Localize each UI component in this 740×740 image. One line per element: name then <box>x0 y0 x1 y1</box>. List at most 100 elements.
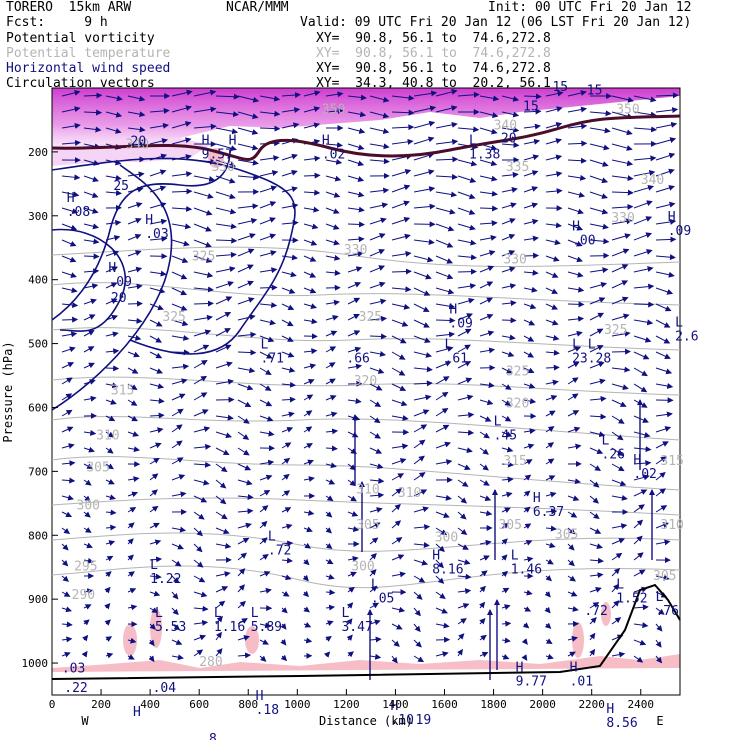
circulation-vector <box>589 543 603 550</box>
circulation-vector <box>281 507 292 513</box>
circulation-vector <box>523 138 541 145</box>
circulation-vector <box>589 207 609 215</box>
theta-label: 320 <box>354 374 377 389</box>
theta-label: 305 <box>86 460 109 475</box>
circulation-vector <box>457 648 463 657</box>
circulation-vector <box>391 606 406 613</box>
y-tick-label: 600 <box>28 401 48 414</box>
circulation-vector <box>149 489 158 497</box>
theta-label: 300 <box>351 559 374 574</box>
circulation-vector <box>259 319 277 326</box>
circulation-vector <box>193 207 213 216</box>
y-tick-label: 700 <box>28 465 48 478</box>
circulation-vector <box>61 443 75 449</box>
extremum-value: .00 <box>572 234 595 249</box>
circulation-vector <box>127 554 134 561</box>
circulation-vector <box>567 511 578 518</box>
circulation-vector <box>281 607 288 614</box>
circulation-vector <box>589 602 600 609</box>
circulation-vector <box>237 217 258 225</box>
circulation-vector <box>149 287 166 294</box>
circulation-vector <box>105 174 122 181</box>
circulation-vector <box>501 554 508 561</box>
circulation-vector <box>523 506 531 513</box>
circulation-vector <box>215 143 237 152</box>
x-tick-label: 0 <box>49 698 56 711</box>
circulation-vector <box>61 477 76 484</box>
circulation-vector <box>149 153 168 161</box>
circulation-vector <box>435 622 450 629</box>
theta-label: 330 <box>503 253 526 268</box>
circulation-vector <box>193 392 208 401</box>
circulation-vector <box>193 605 209 612</box>
circulation-vector <box>457 297 475 305</box>
circulation-vector <box>237 522 252 529</box>
circulation-vector <box>611 143 633 151</box>
circulation-vector <box>215 463 228 473</box>
circulation-vector <box>435 303 456 310</box>
circulation-vector <box>545 349 560 356</box>
circulation-vector <box>479 651 489 658</box>
circulation-vector <box>435 651 449 658</box>
circulation-vector <box>611 600 620 609</box>
circulation-vector <box>105 235 121 241</box>
extremum-value: .09 <box>449 317 472 332</box>
circulation-vector <box>655 335 671 344</box>
circulation-vector <box>215 296 233 305</box>
circulation-vector <box>523 286 538 293</box>
circulation-vector <box>171 440 183 449</box>
circulation-vector <box>193 426 211 433</box>
circulation-vector <box>259 430 275 437</box>
circulation-vector <box>369 333 388 340</box>
circulation-vector <box>215 542 232 549</box>
circulation-vector <box>83 542 93 549</box>
circulation-vector <box>435 223 455 232</box>
circulation-vector <box>501 266 516 273</box>
circulation-vector <box>259 217 276 225</box>
circulation-vector <box>83 298 97 305</box>
circulation-vector <box>347 586 355 593</box>
circulation-vector <box>149 319 163 327</box>
x-tick-label: 800 <box>238 698 258 711</box>
extremum-type: H <box>533 491 541 506</box>
circulation-vector <box>325 428 339 435</box>
circulation-vector <box>83 159 100 166</box>
circulation-vector <box>457 313 473 321</box>
circulation-vector <box>83 109 103 116</box>
circulation-vector <box>655 218 677 225</box>
extremum-type: H <box>145 213 153 228</box>
circulation-vector <box>655 623 663 632</box>
circulation-vector <box>215 281 234 289</box>
circulation-vector <box>237 349 257 356</box>
extremum-value: .02 <box>322 147 345 162</box>
circulation-vector <box>589 378 606 385</box>
circulation-vector <box>611 538 626 545</box>
circulation-vector <box>369 315 388 322</box>
circulation-vector <box>479 463 489 471</box>
circulation-vector <box>83 92 103 99</box>
circulation-vector <box>347 266 363 273</box>
circulation-vector <box>435 543 445 553</box>
circulation-vector <box>347 651 354 658</box>
circulation-vector <box>545 558 554 565</box>
circulation-vector <box>215 571 231 578</box>
circulation-vector <box>413 506 430 513</box>
extremum-value: .08 <box>67 205 90 220</box>
circulation-vector <box>589 632 596 641</box>
circulation-vector <box>193 271 214 278</box>
circulation-vector <box>325 175 342 182</box>
circulation-vector <box>501 538 508 545</box>
circulation-vector <box>369 158 390 165</box>
circulation-vector <box>325 207 340 214</box>
circulation-vector <box>391 399 408 407</box>
x-tick-label: 1600 <box>431 698 458 711</box>
circulation-vector <box>501 283 517 290</box>
circulation-vector <box>83 604 92 610</box>
circulation-vector <box>523 252 540 259</box>
circulation-vector <box>413 607 421 617</box>
circulation-vector <box>655 201 676 209</box>
circulation-vector <box>215 159 237 168</box>
circulation-vector <box>567 495 580 501</box>
circulation-vector <box>81 650 88 658</box>
extremum-type: L <box>261 338 269 353</box>
